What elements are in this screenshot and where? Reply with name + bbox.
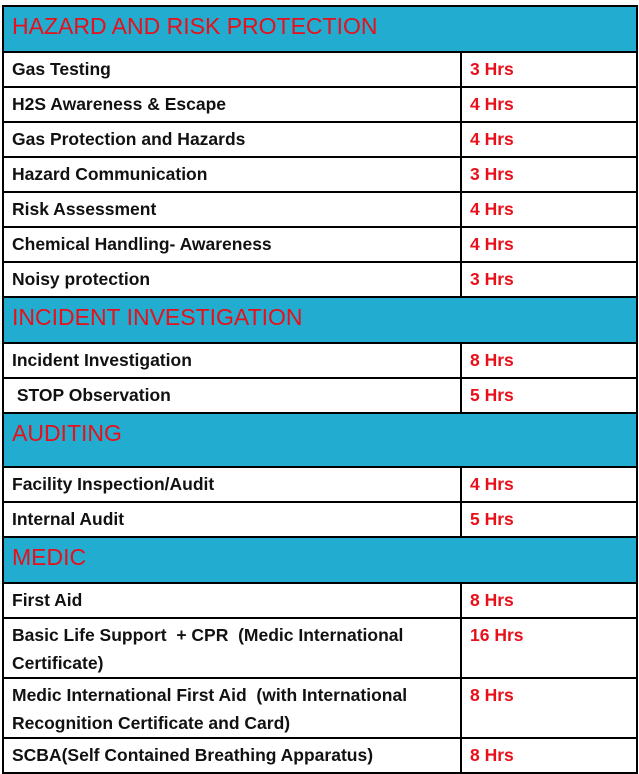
course-hours: 4 Hrs bbox=[459, 191, 639, 228]
course-hours: 5 Hrs bbox=[459, 501, 639, 538]
course-name: Chemical Handling- Awareness bbox=[2, 226, 462, 263]
course-name: Medic International First Aid (with Inte… bbox=[2, 677, 462, 739]
course-hours: 4 Hrs bbox=[459, 226, 639, 263]
table-row: Hazard Communication 3 Hrs bbox=[2, 156, 639, 193]
course-name: Gas Testing bbox=[2, 51, 462, 88]
course-hours: 3 Hrs bbox=[459, 156, 639, 193]
table-row: SCBA(Self Contained Breathing Apparatus)… bbox=[2, 737, 639, 774]
course-name: Risk Assessment bbox=[2, 191, 462, 228]
course-name: Hazard Communication bbox=[2, 156, 462, 193]
course-hours: 16 Hrs bbox=[459, 617, 639, 679]
table-row: STOP Observation 5 Hrs bbox=[2, 377, 639, 414]
course-hours: 5 Hrs bbox=[459, 377, 639, 414]
table-row: First Aid 8 Hrs bbox=[2, 582, 639, 619]
course-hours: 8 Hrs bbox=[459, 677, 639, 739]
table-row: Facility Inspection/Audit 4 Hrs bbox=[2, 466, 639, 503]
table-row: Basic Life Support + CPR (Medic Internat… bbox=[2, 617, 639, 679]
course-hours: 3 Hrs bbox=[459, 51, 639, 88]
course-hours: 3 Hrs bbox=[459, 261, 639, 298]
course-name: H2S Awareness & Escape bbox=[2, 86, 462, 123]
course-hours: 4 Hrs bbox=[459, 86, 639, 123]
section-title: AUDITING bbox=[1, 412, 639, 468]
section-header-auditing: AUDITING bbox=[1, 412, 639, 468]
section-header-incident-investigation: INCIDENT INVESTIGATION bbox=[1, 296, 639, 344]
course-hours: 8 Hrs bbox=[459, 342, 639, 379]
section-header-hazard-and-risk-protection: HAZARD AND RISK PROTECTION bbox=[1, 5, 639, 53]
section-title: MEDIC bbox=[1, 536, 639, 584]
course-name: Noisy protection bbox=[2, 261, 462, 298]
course-hours: 4 Hrs bbox=[459, 121, 639, 158]
course-table: HAZARD AND RISK PROTECTION Gas Testing 3… bbox=[1, 5, 639, 774]
section-title: INCIDENT INVESTIGATION bbox=[1, 296, 639, 344]
course-name: Incident Investigation bbox=[2, 342, 462, 379]
section-title: HAZARD AND RISK PROTECTION bbox=[1, 5, 639, 53]
course-name: Basic Life Support + CPR (Medic Internat… bbox=[2, 617, 462, 679]
table-row: Chemical Handling- Awareness 4 Hrs bbox=[2, 226, 639, 263]
course-hours: 8 Hrs bbox=[459, 737, 639, 774]
course-hours: 8 Hrs bbox=[459, 582, 639, 619]
table-row: Medic International First Aid (with Inte… bbox=[2, 677, 639, 739]
section-header-medic: MEDIC bbox=[1, 536, 639, 584]
table-row: Risk Assessment 4 Hrs bbox=[2, 191, 639, 228]
table-row: Incident Investigation 8 Hrs bbox=[2, 342, 639, 379]
table-row: Internal Audit 5 Hrs bbox=[2, 501, 639, 538]
table-row: H2S Awareness & Escape 4 Hrs bbox=[2, 86, 639, 123]
course-name: STOP Observation bbox=[2, 377, 462, 414]
course-name: Facility Inspection/Audit bbox=[2, 466, 462, 503]
course-name: First Aid bbox=[2, 582, 462, 619]
course-name: SCBA(Self Contained Breathing Apparatus) bbox=[2, 737, 462, 774]
table-row: Noisy protection 3 Hrs bbox=[2, 261, 639, 298]
course-name: Gas Protection and Hazards bbox=[2, 121, 462, 158]
course-hours: 4 Hrs bbox=[459, 466, 639, 503]
course-name: Internal Audit bbox=[2, 501, 462, 538]
table-row: Gas Testing 3 Hrs bbox=[2, 51, 639, 88]
table-row: Gas Protection and Hazards 4 Hrs bbox=[2, 121, 639, 158]
